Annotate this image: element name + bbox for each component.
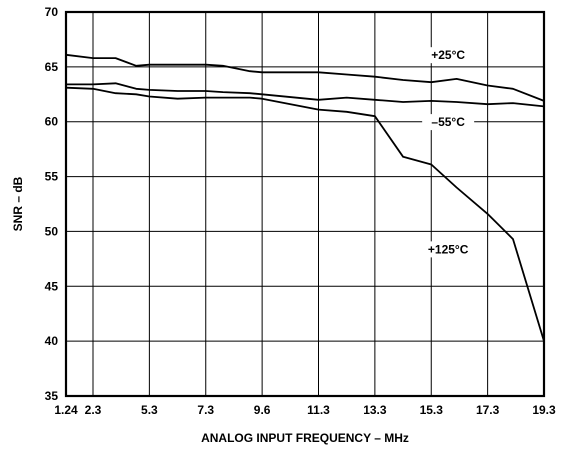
series-label-25-c: +25°C (431, 48, 465, 62)
y-tick-label-55: 55 (45, 170, 59, 184)
x-tick-label-11-3: 11.3 (307, 403, 330, 417)
y-tick-label-50: 50 (45, 224, 59, 238)
y-axis-ticks: 35 40 45 50 55 60 65 70 (45, 5, 59, 403)
x-tick-label-9-6: 9.6 (254, 403, 271, 417)
x-axis-label: ANALOG INPUT FREQUENCY – MHz (201, 431, 409, 445)
series-label-125-c: +125°C (428, 242, 469, 256)
x-tick-label-19-3: 19.3 (532, 403, 556, 417)
x-tick-label-13-3: 13.3 (363, 403, 387, 417)
x-tick-label-5-3: 5.3 (141, 403, 158, 417)
series-label-bg-55-c (422, 114, 475, 131)
series-line-125-c (65, 86, 545, 342)
y-tick-label-70: 70 (45, 5, 59, 19)
series-labels: +25°C –55°C +125°C (422, 47, 475, 258)
x-tick-label-15-3: 15.3 (420, 403, 444, 417)
x-tick-label-7-3: 7.3 (197, 403, 214, 417)
series-label-bg-25-c (422, 47, 475, 64)
y-tick-label-60: 60 (45, 115, 59, 129)
y-tick-label-40: 40 (45, 334, 59, 348)
series-label-55-c: –55°C (431, 115, 465, 129)
y-axis-label: SNR – dB (11, 176, 25, 231)
series-line-25-c (65, 53, 545, 102)
y-tick-label-45: 45 (45, 279, 59, 293)
plot-frame (64, 10, 546, 398)
y-tick-label-65: 65 (45, 60, 59, 74)
series-line-55-c (66, 82, 545, 108)
series-label-bg-125-c (422, 241, 475, 258)
series-layer (65, 53, 545, 342)
x-tick-label-1-24: 1.24 (54, 403, 78, 417)
x-tick-label-2-3: 2.3 (85, 403, 102, 417)
x-tick-label-17-3: 17.3 (476, 403, 500, 417)
y-tick-label-35: 35 (45, 389, 59, 403)
x-axis-ticks: 1.24 2.3 5.3 7.3 9.6 11.3 13.3 15.3 17.3 19.3 (54, 403, 556, 417)
grid (66, 12, 544, 396)
